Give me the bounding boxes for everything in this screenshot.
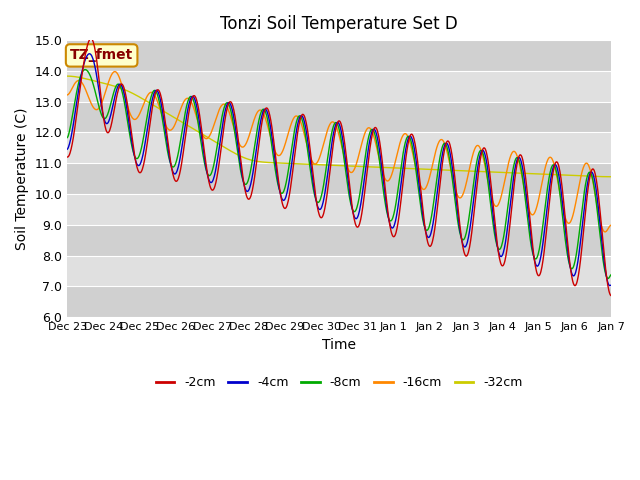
Bar — [67, 102, 611, 132]
X-axis label: Time: Time — [322, 337, 356, 351]
Y-axis label: Soil Temperature (C): Soil Temperature (C) — [15, 108, 29, 250]
Text: TZ_fmet: TZ_fmet — [70, 48, 133, 62]
Bar — [67, 287, 611, 317]
Bar — [67, 225, 611, 256]
Bar — [67, 40, 611, 71]
Bar — [67, 194, 611, 225]
Bar — [67, 71, 611, 102]
Bar — [67, 132, 611, 163]
Legend: -2cm, -4cm, -8cm, -16cm, -32cm: -2cm, -4cm, -8cm, -16cm, -32cm — [150, 371, 528, 394]
Title: Tonzi Soil Temperature Set D: Tonzi Soil Temperature Set D — [220, 15, 458, 33]
Bar — [67, 256, 611, 287]
Bar — [67, 163, 611, 194]
